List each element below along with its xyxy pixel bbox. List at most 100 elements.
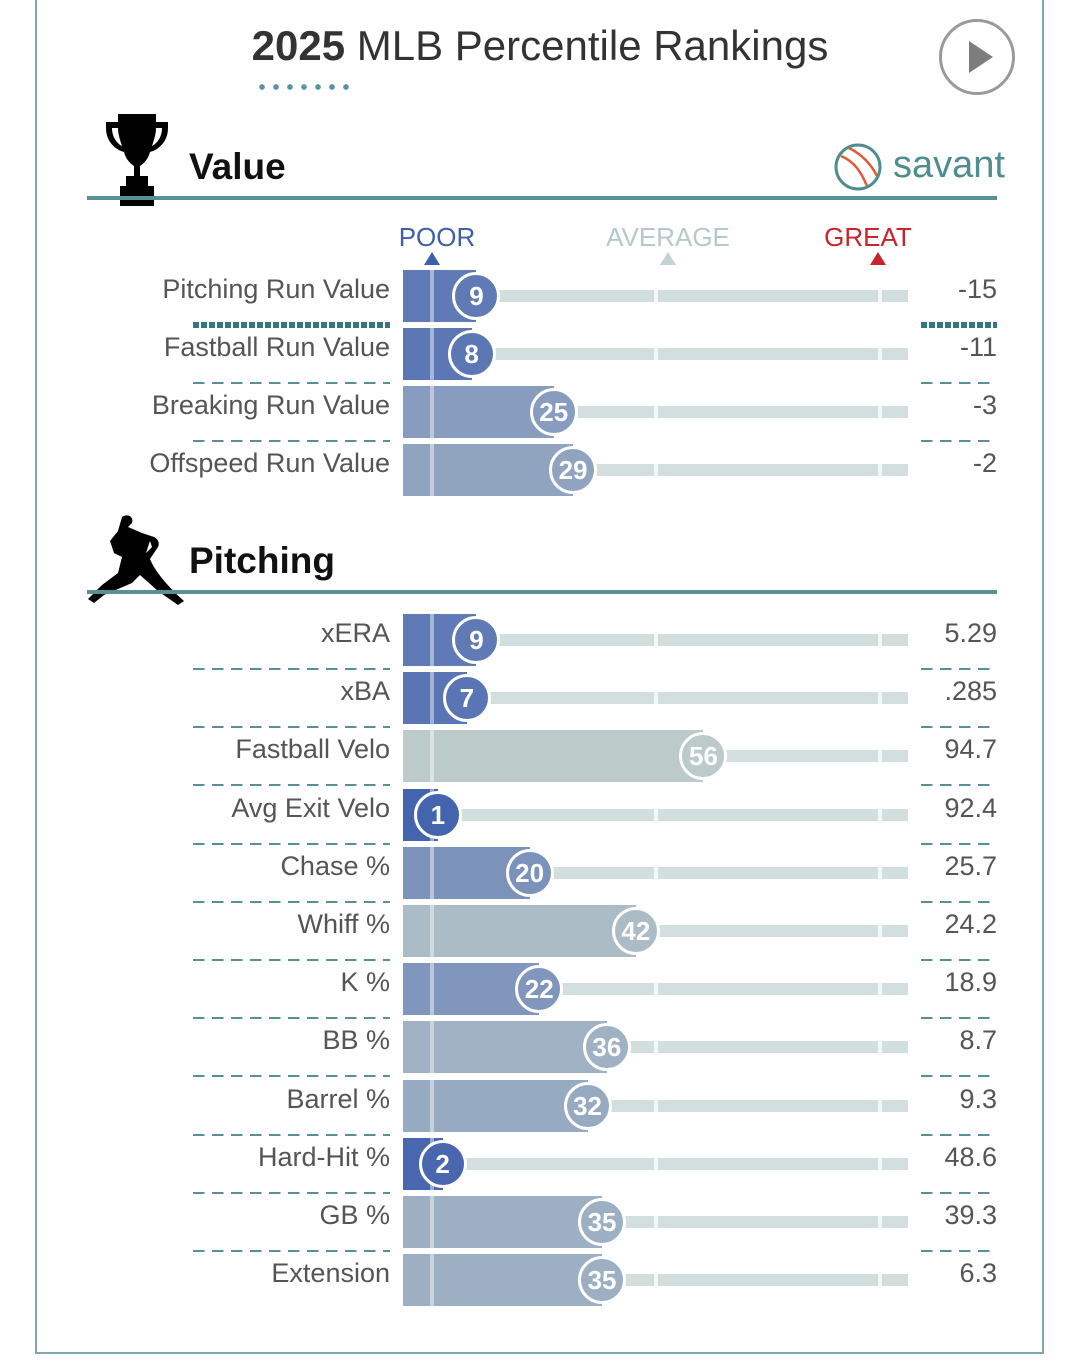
title-year: 2025: [251, 22, 346, 69]
metric-row: BB % 36 8.7: [0, 1021, 1080, 1073]
percentile-bar: [403, 444, 574, 496]
metric-row: Fastball Run Value 8 -11: [0, 328, 1080, 380]
track-tick: [653, 634, 658, 646]
percentile-badge[interactable]: 36: [582, 1023, 631, 1071]
track-tick: [877, 634, 882, 646]
track-tick: [653, 983, 658, 995]
track-tick: [877, 406, 882, 418]
row-separator: [193, 784, 390, 786]
track-tick: [877, 1100, 882, 1112]
percentile-bar: [403, 1080, 588, 1132]
row-separator: [193, 1075, 390, 1077]
percentile-badge[interactable]: 20: [505, 849, 554, 897]
percentile-badge[interactable]: 9: [452, 272, 501, 320]
row-separator: [193, 1192, 390, 1194]
track-tick: [877, 867, 882, 879]
metric-label: Avg Exit Velo: [231, 793, 390, 823]
percentile-badge[interactable]: 1: [413, 791, 462, 839]
row-separator: [921, 843, 997, 845]
track-tick: [653, 692, 658, 704]
track-tick: [653, 464, 658, 476]
metric-label: K %: [340, 967, 390, 997]
bar-divider: [430, 614, 434, 666]
metric-value: 9.3: [959, 1084, 997, 1114]
metric-label: Barrel %: [286, 1084, 390, 1114]
row-separator: [921, 1075, 997, 1077]
metric-label: xERA: [320, 618, 390, 648]
metric-value: 5.29: [944, 618, 997, 648]
percentile-bar: [403, 905, 636, 957]
scale-average-marker: [660, 252, 676, 265]
metric-row: Offspeed Run Value 29 -2: [0, 444, 1080, 496]
metric-label: Fastball Velo: [235, 734, 390, 764]
section-title-pitching: Pitching: [189, 540, 335, 581]
percentile-badge[interactable]: 7: [442, 674, 491, 722]
percentile-badge[interactable]: 35: [578, 1256, 627, 1304]
metric-value: 94.7: [944, 734, 997, 764]
track-tick: [877, 1274, 882, 1286]
metric-value: 25.7: [944, 851, 997, 881]
metric-value: 8.7: [959, 1025, 997, 1055]
scale-great-label: GREAT: [824, 222, 912, 252]
row-separator: [921, 1250, 997, 1252]
percentile-badge[interactable]: 35: [578, 1198, 627, 1246]
row-separator: [193, 843, 390, 845]
metric-label: Offspeed Run Value: [149, 448, 390, 478]
metric-row: xERA 9 5.29: [0, 614, 1080, 666]
percentile-badge[interactable]: 29: [549, 446, 598, 494]
metric-label: Pitching Run Value: [162, 274, 390, 304]
percentile-badge[interactable]: 22: [515, 965, 564, 1013]
percentile-badge[interactable]: 42: [611, 907, 660, 955]
track-tick: [877, 464, 882, 476]
bar-divider: [430, 270, 434, 322]
percentile-bar: [403, 1021, 607, 1073]
percentile-bar: [403, 1254, 603, 1306]
metric-value: 6.3: [959, 1258, 997, 1288]
metric-value: 48.6: [944, 1142, 997, 1172]
track-tick: [653, 1100, 658, 1112]
percentile-badge[interactable]: 32: [563, 1082, 612, 1130]
metric-label: Hard-Hit %: [257, 1142, 390, 1172]
row-separator: [921, 1017, 997, 1019]
play-icon[interactable]: [939, 19, 1015, 95]
percentile-badge[interactable]: 56: [679, 732, 728, 780]
metric-value: 39.3: [944, 1200, 997, 1230]
metric-value: -11: [959, 332, 997, 362]
row-separator: [921, 1192, 997, 1194]
row-separator: [193, 382, 390, 384]
row-separator: [921, 322, 997, 328]
metric-value: .285: [944, 676, 997, 706]
metric-value: 92.4: [944, 793, 997, 823]
percentile-badge[interactable]: 9: [452, 616, 501, 664]
percentile-badge[interactable]: 8: [447, 330, 496, 378]
metric-row: Barrel % 32 9.3: [0, 1080, 1080, 1132]
percentile-badge[interactable]: 2: [418, 1140, 467, 1188]
row-separator: [921, 1134, 997, 1136]
scale-poor-label: POOR: [398, 222, 476, 252]
metric-row: xBA 7 .285: [0, 672, 1080, 724]
title-dots: [255, 84, 353, 90]
section-title-value: Value: [189, 146, 286, 187]
percentile-bar: [403, 386, 554, 438]
pitcher-silhouette-icon: [88, 515, 184, 605]
bar-divider: [430, 444, 434, 496]
track-tick: [653, 1041, 658, 1053]
metric-label: xBA: [340, 676, 390, 706]
percentile-badge[interactable]: 25: [529, 388, 578, 436]
row-separator: [921, 901, 997, 903]
track-tick: [877, 925, 882, 937]
row-separator: [193, 440, 390, 442]
metric-label: Extension: [271, 1258, 390, 1288]
bar-divider: [430, 386, 434, 438]
metric-label: Whiff %: [297, 909, 390, 939]
bar-divider: [430, 1196, 434, 1248]
row-separator: [193, 726, 390, 728]
scale-poor-marker: [424, 252, 440, 265]
page-title: 2025 MLB Percentile Rankings: [0, 22, 1080, 70]
metric-row: Avg Exit Velo 1 92.4: [0, 789, 1080, 841]
row-separator: [921, 440, 997, 442]
row-separator: [193, 668, 390, 670]
row-separator: [193, 959, 390, 961]
row-separator: [921, 726, 997, 728]
bar-divider: [430, 672, 434, 724]
